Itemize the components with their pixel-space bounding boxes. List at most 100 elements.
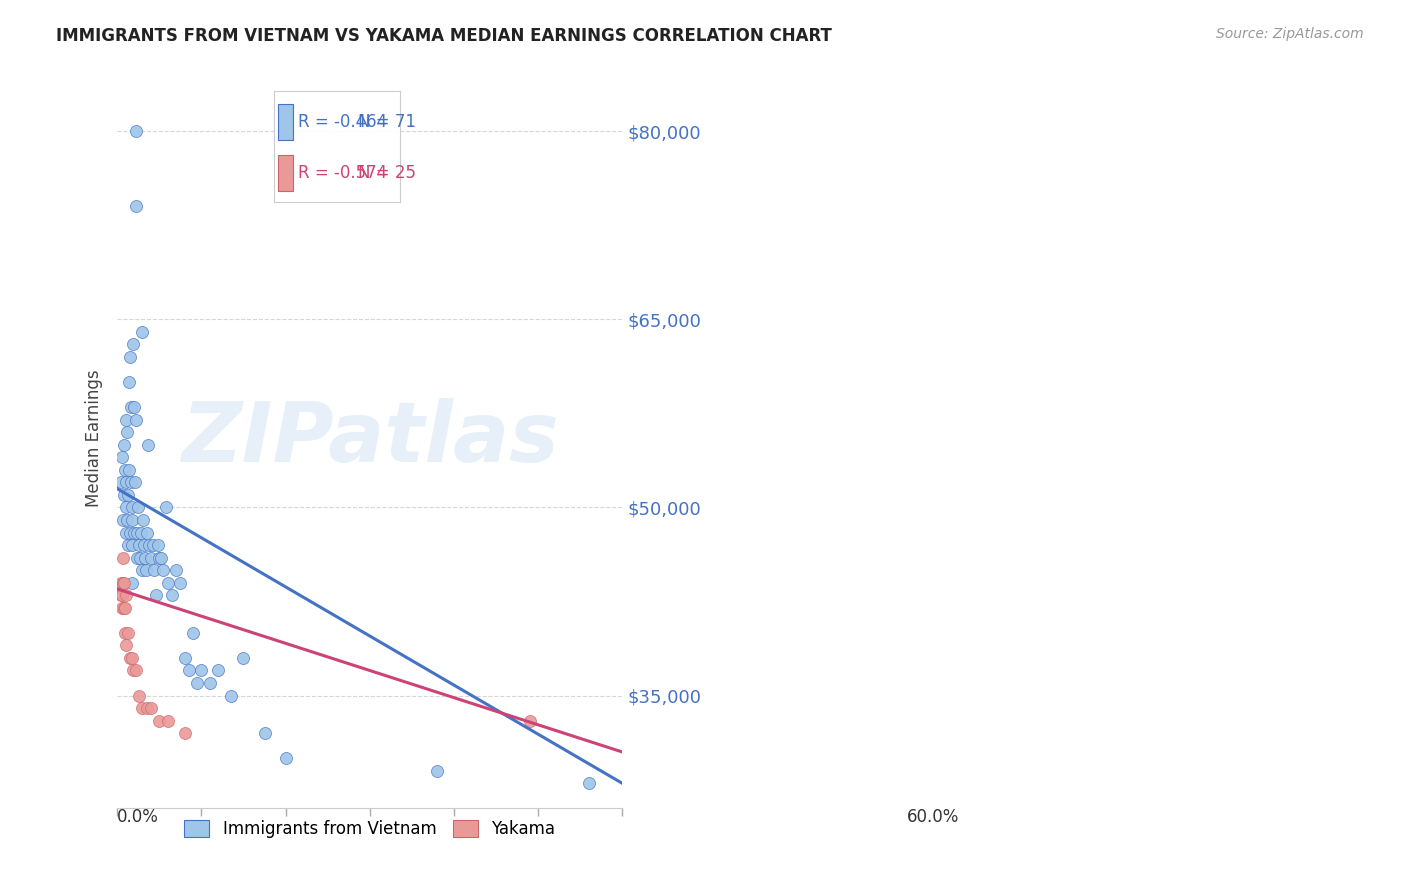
Point	[110, 475, 132, 490]
Point	[112, 438, 135, 452]
Point	[121, 500, 143, 515]
Point	[118, 525, 141, 540]
Point	[121, 575, 143, 590]
Point	[131, 563, 153, 577]
Point	[122, 664, 145, 678]
Point	[114, 600, 136, 615]
Point	[122, 337, 145, 351]
Point	[165, 563, 187, 577]
Point	[135, 525, 157, 540]
Point	[110, 588, 132, 602]
Point	[118, 463, 141, 477]
Point	[111, 588, 134, 602]
Point	[186, 676, 208, 690]
Point	[125, 525, 148, 540]
Point	[112, 600, 135, 615]
Point	[156, 714, 179, 728]
Point	[173, 726, 195, 740]
Point	[117, 425, 139, 440]
Point	[131, 701, 153, 715]
Legend: Immigrants from Vietnam, Yakama: Immigrants from Vietnam, Yakama	[177, 813, 562, 845]
Point	[232, 651, 254, 665]
Point	[198, 676, 221, 690]
Point	[125, 412, 148, 426]
Point	[131, 325, 153, 339]
Point	[112, 513, 135, 527]
Point	[145, 588, 167, 602]
Text: 0.0%: 0.0%	[117, 808, 159, 827]
Point	[115, 475, 138, 490]
Point	[114, 588, 136, 602]
Point	[181, 625, 204, 640]
Text: Source: ZipAtlas.com: Source: ZipAtlas.com	[1216, 27, 1364, 41]
Point	[142, 538, 165, 552]
Point	[132, 513, 155, 527]
Point	[143, 563, 166, 577]
Point	[148, 714, 170, 728]
Point	[155, 500, 177, 515]
Point	[122, 525, 145, 540]
Point	[169, 575, 191, 590]
Point	[112, 575, 135, 590]
Point	[127, 550, 149, 565]
Point	[253, 726, 276, 740]
Point	[125, 124, 148, 138]
Point	[207, 664, 229, 678]
Point	[139, 550, 162, 565]
Point	[120, 400, 142, 414]
Point	[110, 575, 132, 590]
Y-axis label: Median Earnings: Median Earnings	[86, 369, 103, 508]
Point	[219, 689, 242, 703]
Point	[111, 600, 134, 615]
Point	[127, 500, 149, 515]
Point	[146, 538, 169, 552]
Point	[152, 563, 174, 577]
Point	[578, 776, 600, 790]
Point	[112, 575, 135, 590]
Point	[160, 588, 183, 602]
Point	[274, 751, 297, 765]
Point	[135, 563, 157, 577]
Point	[148, 550, 170, 565]
Text: ZIPatlas: ZIPatlas	[181, 398, 558, 479]
Point	[118, 651, 141, 665]
Point	[125, 199, 148, 213]
Point	[115, 639, 138, 653]
Point	[138, 538, 160, 552]
Point	[118, 375, 141, 389]
Point	[173, 651, 195, 665]
Point	[117, 488, 139, 502]
Point	[114, 525, 136, 540]
Point	[121, 513, 143, 527]
Point	[117, 513, 139, 527]
Point	[121, 651, 143, 665]
Point	[118, 350, 141, 364]
Point	[115, 500, 138, 515]
Point	[156, 575, 179, 590]
Point	[135, 701, 157, 715]
Text: 60.0%: 60.0%	[907, 808, 959, 827]
Point	[134, 550, 156, 565]
Point	[128, 689, 150, 703]
Point	[136, 438, 159, 452]
Point	[112, 550, 135, 565]
Point	[519, 714, 541, 728]
Point	[129, 525, 152, 540]
Point	[134, 538, 156, 552]
Point	[125, 664, 148, 678]
Point	[114, 412, 136, 426]
Point	[122, 400, 145, 414]
Text: IMMIGRANTS FROM VIETNAM VS YAKAMA MEDIAN EARNINGS CORRELATION CHART: IMMIGRANTS FROM VIETNAM VS YAKAMA MEDIAN…	[56, 27, 832, 45]
Point	[190, 664, 212, 678]
Point	[149, 550, 172, 565]
Point	[114, 463, 136, 477]
Point	[124, 475, 146, 490]
Point	[120, 475, 142, 490]
Point	[112, 488, 135, 502]
Point	[426, 764, 449, 778]
Point	[177, 664, 200, 678]
Point	[129, 550, 152, 565]
Point	[121, 538, 143, 552]
Point	[128, 538, 150, 552]
Point	[117, 538, 139, 552]
